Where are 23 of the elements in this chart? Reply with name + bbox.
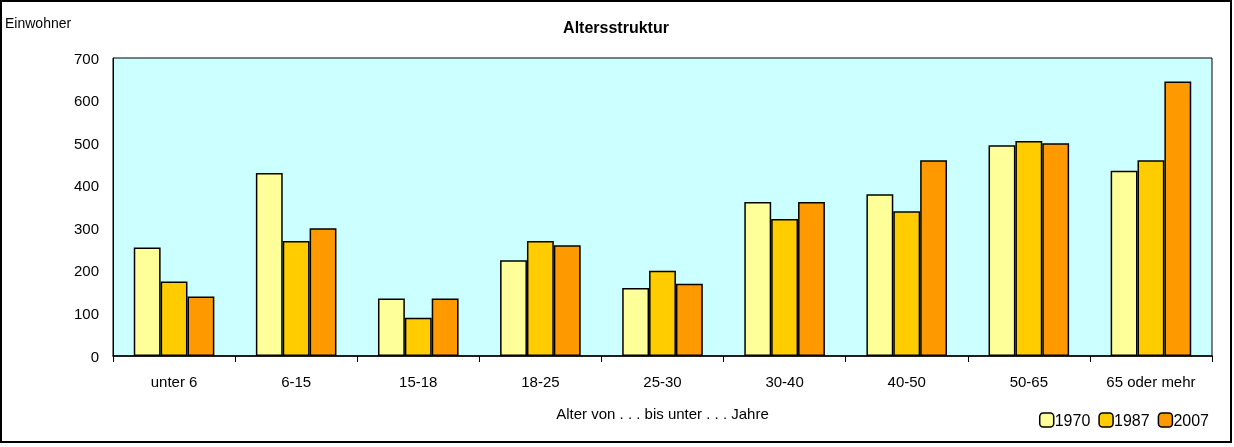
y-tick-label: 200 bbox=[73, 262, 99, 280]
y-tick-label: 400 bbox=[73, 177, 99, 195]
x-tick-label: 6-15 bbox=[281, 373, 312, 390]
legend-label: 2007 bbox=[1173, 411, 1210, 429]
x-tick-label: unter 6 bbox=[150, 373, 198, 390]
x-tick-label: 18-25 bbox=[521, 373, 560, 390]
y-axis-title: Einwohner bbox=[5, 15, 72, 31]
legend-label: 1987 bbox=[1114, 411, 1150, 429]
legend-label: 1970 bbox=[1054, 411, 1091, 429]
x-tick-label: 65 oder mehr bbox=[1106, 373, 1196, 390]
y-tick-label: 300 bbox=[73, 219, 99, 237]
chart-title: Altersstruktur bbox=[563, 18, 669, 36]
y-tick-label: 600 bbox=[73, 92, 99, 110]
x-tick-label: 40-50 bbox=[887, 373, 926, 390]
x-tick-label: 15-18 bbox=[399, 373, 438, 390]
y-tick-label: 700 bbox=[73, 49, 99, 67]
x-tick-label: 50-65 bbox=[1009, 373, 1049, 390]
y-tick-label: 500 bbox=[73, 134, 99, 152]
x-tick-label: 30-40 bbox=[765, 373, 804, 390]
x-axis-title: Alter von . . . bis unter . . . Jahre bbox=[556, 405, 769, 422]
x-tick-label: 25-30 bbox=[643, 373, 682, 390]
y-tick-label: 0 bbox=[90, 347, 99, 365]
y-tick-label: 100 bbox=[73, 304, 99, 322]
